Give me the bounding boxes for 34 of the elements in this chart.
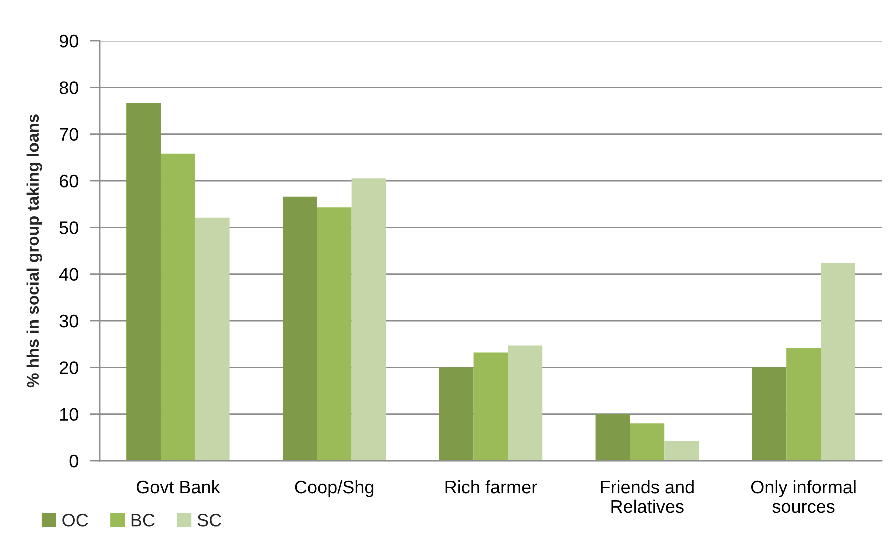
y-axis-title: % hhs in social group taking loans — [26, 114, 42, 388]
x-tick-label: Coop/Shg — [295, 480, 374, 498]
x-tick-label: Govt Bank — [136, 480, 220, 494]
y-tick-label: 90 — [60, 34, 78, 48]
legend-label: BC — [132, 514, 155, 527]
bar — [126, 103, 161, 461]
x-tick-label: Friends and Relatives — [601, 480, 694, 514]
bar — [596, 414, 630, 461]
bar — [474, 352, 508, 461]
y-tick-label: 30 — [60, 314, 78, 328]
y-tick-label: 70 — [60, 128, 78, 142]
y-tick-label: 50 — [60, 222, 78, 234]
bar — [282, 196, 318, 461]
y-tick-label: 0 — [70, 454, 78, 468]
bar — [317, 208, 352, 461]
x-tick-label: Only informal sources — [751, 480, 856, 514]
y-tick-label: 20 — [60, 362, 78, 374]
bar — [630, 424, 665, 461]
legend-label: OC — [62, 514, 88, 527]
bar — [664, 441, 700, 461]
bar — [160, 154, 196, 461]
bar — [439, 368, 474, 461]
x-tick-label: Rich farmer — [446, 480, 538, 494]
y-tick-label: 80 — [60, 82, 78, 94]
bar — [786, 348, 822, 461]
legend-label: SC — [198, 514, 222, 527]
bar — [352, 178, 386, 461]
bar — [821, 263, 856, 461]
bar — [752, 368, 787, 461]
y-tick-label: 10 — [60, 408, 78, 422]
bar — [195, 218, 230, 461]
y-tick-label: 40 — [60, 268, 78, 282]
bar — [508, 346, 543, 461]
y-tick-label: 60 — [60, 174, 78, 188]
